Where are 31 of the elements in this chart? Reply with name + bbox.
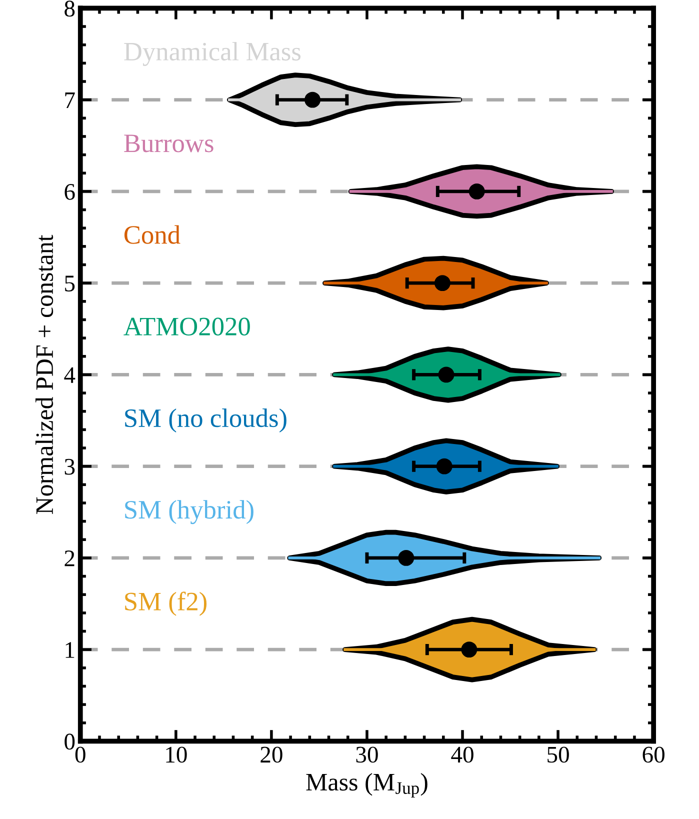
series-label: SM (hybrid) xyxy=(125,500,254,524)
x-tick-label: 20 xyxy=(260,746,282,763)
y-tick-label: 3 xyxy=(64,458,75,475)
point xyxy=(434,275,450,292)
y-tick-label: 0 xyxy=(64,734,75,750)
point xyxy=(461,642,478,658)
y-axis-title: Normalized PDF + constant xyxy=(35,234,54,514)
point xyxy=(304,92,320,108)
y-tick-label: 1 xyxy=(66,642,74,658)
x-axis-title: Mass (M$_{Jup}$) xyxy=(306,773,428,798)
y-tick-label: 6 xyxy=(64,184,75,200)
y-tick-label: 2 xyxy=(64,550,74,566)
point xyxy=(436,458,452,474)
x-tick-label: 0 xyxy=(75,746,86,763)
y-tick-label: 5 xyxy=(65,276,75,292)
x-tick-label: 50 xyxy=(548,746,569,763)
text: Burrows xyxy=(124,134,214,152)
x-tick-label: 40 xyxy=(451,746,474,763)
y-tick-label: 8 xyxy=(64,0,75,17)
text: Cond xyxy=(124,225,180,244)
y-tick-label: 7 xyxy=(65,92,75,108)
text: SM (f2) xyxy=(125,592,207,616)
point xyxy=(468,183,485,200)
x-tick-label: 60 xyxy=(642,746,664,763)
point xyxy=(398,550,414,566)
x-tick-label: 30 xyxy=(356,746,378,763)
y-tick-label: 4 xyxy=(64,367,76,383)
point xyxy=(438,366,454,383)
x-tick-label: 10 xyxy=(166,746,187,763)
text: ATMO2020 xyxy=(124,318,250,336)
text: SM (no clouds) xyxy=(125,408,286,432)
